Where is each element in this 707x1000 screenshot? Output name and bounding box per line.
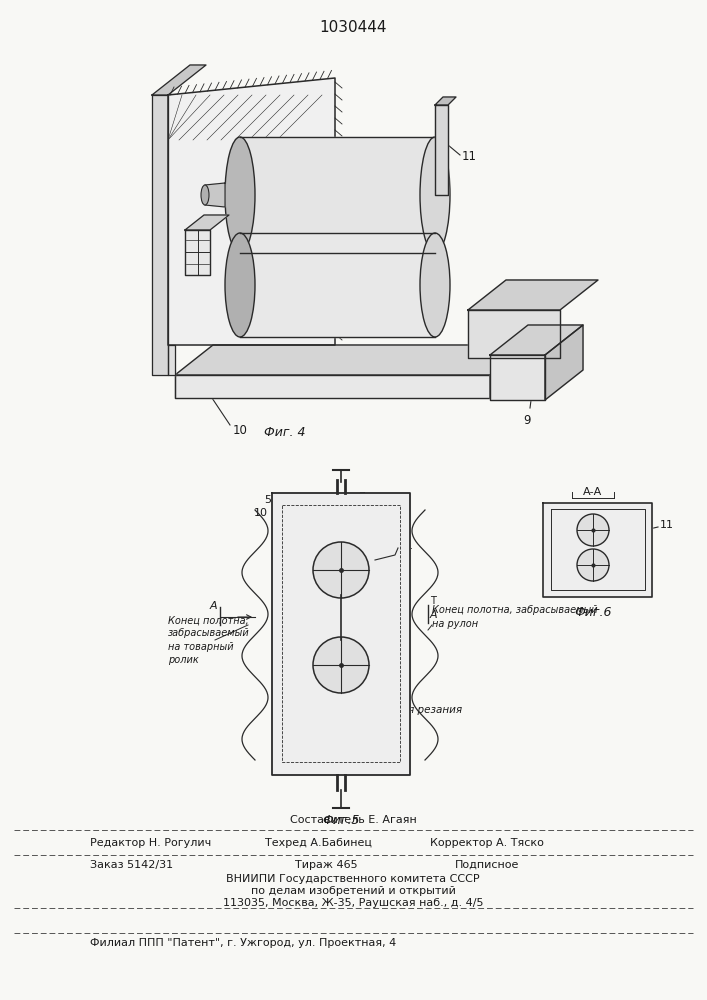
Ellipse shape bbox=[225, 137, 255, 253]
Text: А: А bbox=[209, 601, 217, 611]
Text: Филиал ППП "Патент", г. Ужгород, ул. Проектная, 4: Филиал ППП "Патент", г. Ужгород, ул. Про… bbox=[90, 938, 396, 948]
Polygon shape bbox=[185, 215, 229, 230]
Text: 10: 10 bbox=[254, 508, 268, 518]
Polygon shape bbox=[175, 375, 490, 398]
Polygon shape bbox=[168, 345, 175, 375]
Circle shape bbox=[313, 637, 369, 693]
Polygon shape bbox=[152, 95, 168, 375]
Text: Фиг.5: Фиг.5 bbox=[322, 814, 360, 826]
Text: Корректор А. Тяско: Корректор А. Тяско bbox=[430, 838, 544, 848]
Text: 10: 10 bbox=[233, 424, 248, 436]
Polygon shape bbox=[435, 105, 448, 195]
Text: Составитель Е. Агаян: Составитель Е. Агаян bbox=[290, 815, 416, 825]
Polygon shape bbox=[240, 137, 435, 253]
Polygon shape bbox=[490, 345, 528, 398]
Polygon shape bbox=[543, 503, 652, 597]
Polygon shape bbox=[490, 325, 583, 355]
Circle shape bbox=[577, 549, 609, 581]
Text: Редактор Н. Рогулич: Редактор Н. Рогулич bbox=[90, 838, 211, 848]
Text: Конец полотна, забрасываемый
на рулон: Конец полотна, забрасываемый на рулон bbox=[432, 605, 597, 629]
Text: Конец полотна,
забрасываемый
на товарный
ролик: Конец полотна, забрасываемый на товарный… bbox=[168, 615, 250, 665]
Ellipse shape bbox=[420, 137, 450, 253]
Text: 5: 5 bbox=[264, 495, 271, 505]
Text: Т: Т bbox=[430, 596, 436, 606]
Text: 6: 6 bbox=[524, 296, 532, 310]
Polygon shape bbox=[272, 493, 410, 775]
Polygon shape bbox=[185, 230, 210, 275]
Polygon shape bbox=[175, 345, 528, 375]
Circle shape bbox=[577, 514, 609, 546]
Text: Подписное: Подписное bbox=[455, 860, 520, 870]
Text: А-А: А-А bbox=[583, 487, 602, 497]
Text: Фиг. 4: Фиг. 4 bbox=[264, 426, 305, 438]
Text: 113035, Москва, Ж-35, Раушская наб., д. 4/5: 113035, Москва, Ж-35, Раушская наб., д. … bbox=[223, 898, 484, 908]
Text: Тираж 465: Тираж 465 bbox=[295, 860, 358, 870]
Text: 11: 11 bbox=[462, 150, 477, 163]
Text: 1030444: 1030444 bbox=[320, 20, 387, 35]
Polygon shape bbox=[545, 325, 583, 400]
Text: Линия резания: Линия резания bbox=[380, 705, 462, 715]
Polygon shape bbox=[468, 310, 560, 358]
Text: по делам изобретений и открытий: по делам изобретений и открытий bbox=[250, 886, 455, 896]
Polygon shape bbox=[240, 233, 435, 337]
Ellipse shape bbox=[225, 233, 255, 337]
Text: 9: 9 bbox=[523, 414, 531, 427]
Text: 11: 11 bbox=[400, 541, 414, 551]
Text: 7: 7 bbox=[358, 492, 365, 502]
Text: ВНИИПИ Государственного комитета СССР: ВНИИПИ Государственного комитета СССР bbox=[226, 874, 480, 884]
Circle shape bbox=[313, 542, 369, 598]
Ellipse shape bbox=[420, 233, 450, 337]
Ellipse shape bbox=[201, 185, 209, 205]
Text: А: А bbox=[430, 610, 438, 620]
Text: 11: 11 bbox=[660, 520, 674, 530]
Polygon shape bbox=[168, 78, 335, 345]
Polygon shape bbox=[468, 280, 598, 310]
Polygon shape bbox=[152, 65, 206, 95]
Polygon shape bbox=[205, 183, 225, 207]
Polygon shape bbox=[490, 355, 545, 400]
Text: Фиг.6: Фиг.6 bbox=[574, 605, 612, 618]
Polygon shape bbox=[435, 97, 456, 105]
Text: Заказ 5142/31: Заказ 5142/31 bbox=[90, 860, 173, 870]
Text: Техред А.Бабинец: Техред А.Бабинец bbox=[265, 838, 372, 848]
